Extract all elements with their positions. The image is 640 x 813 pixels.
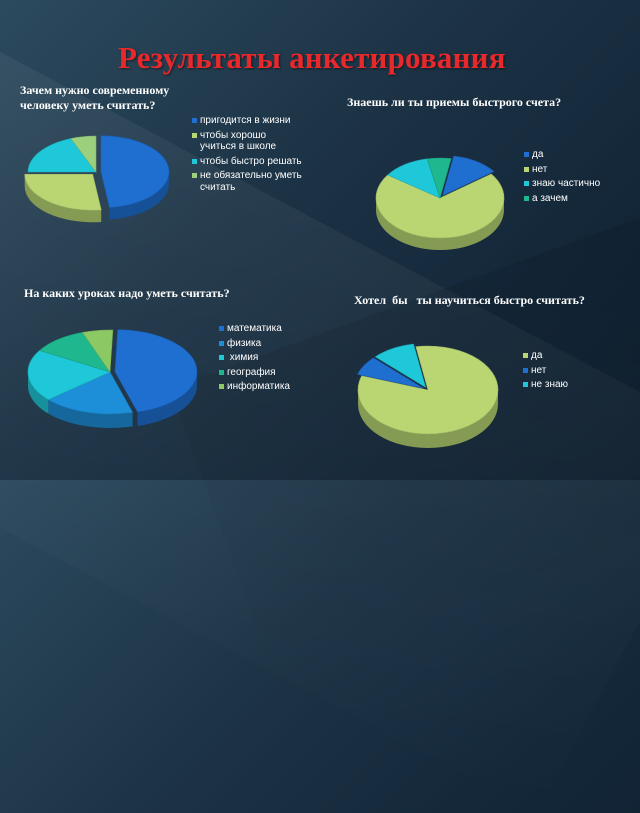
- pie-chart-1: [24, 135, 170, 223]
- legend-label: нет: [532, 163, 548, 175]
- legend-swatch: [523, 353, 528, 358]
- pie-slice-side: [48, 399, 133, 428]
- pie-slice-side: [24, 174, 102, 223]
- legend-label: география: [227, 366, 276, 378]
- legend-swatch: [219, 340, 224, 346]
- legend-swatch: [524, 152, 529, 157]
- chart-2-title: Знаешь ли ты приемы быстрого счета?: [347, 95, 562, 109]
- legend-label: чтобы хорошо учиться в школе: [200, 129, 277, 153]
- legend-item: физика: [219, 338, 329, 350]
- chart-3-title: На каких уроках надо уметь считать?: [24, 286, 230, 300]
- chart-1-legend: пригодится в жизни чтобы хорошо учиться в…: [192, 115, 302, 196]
- pie-slice-1: [442, 155, 495, 196]
- legend-label: химия: [227, 352, 259, 363]
- pie-chart-3: [27, 329, 198, 428]
- legend-item: да: [523, 350, 623, 362]
- pie-slice-5: [81, 329, 114, 373]
- legend-swatch: [192, 158, 197, 164]
- legend-item: математика: [219, 323, 329, 335]
- pie-slice-side: [358, 390, 498, 448]
- legend-item: информатика: [219, 381, 329, 393]
- pie-slice-2: [375, 173, 505, 239]
- legend-swatch: [219, 384, 224, 389]
- legend-label: не обязательно уметь считать: [200, 170, 305, 193]
- legend-swatch: [192, 173, 197, 178]
- legend-item: география: [219, 367, 329, 379]
- legend-swatch: [523, 367, 528, 373]
- legend-label: а зачем: [532, 192, 568, 204]
- legend-item: да: [524, 149, 634, 161]
- pie-slice-3: [27, 350, 111, 401]
- legend-label: да: [532, 149, 544, 160]
- legend-label: информатика: [227, 381, 290, 392]
- legend-swatch: [219, 355, 224, 360]
- legend-item: нет: [523, 365, 623, 377]
- pie-slice-2: [24, 173, 102, 211]
- legend-label: пригодится в жизни: [200, 115, 291, 126]
- legend-swatch: [219, 326, 224, 331]
- legend-swatch: [192, 132, 197, 138]
- chart-4-title: Хотел бы ты научиться быстро считать?: [354, 293, 585, 307]
- legend-swatch: [524, 166, 529, 172]
- charts-canvas: [24, 135, 505, 448]
- legend-item: нет: [524, 164, 634, 176]
- pie-slice-1: [357, 345, 499, 435]
- legend-item: чтобы быстро решать: [192, 156, 302, 168]
- legend-label: математика: [227, 323, 282, 334]
- pie-slice-1: [114, 329, 198, 413]
- legend-item: а зачем: [524, 193, 634, 205]
- legend-item: пригодится в жизни: [192, 115, 302, 127]
- pie-slice-2: [357, 357, 424, 389]
- pie-slice-side: [376, 198, 504, 250]
- chart-1-title: Зачем нужно современному человеку уметь …: [20, 83, 170, 112]
- legend-item: не знаю: [523, 379, 623, 391]
- legend-swatch: [523, 382, 528, 387]
- pie-slice-4: [70, 135, 97, 173]
- legend-label: физика: [227, 337, 262, 349]
- pie-slice-3: [27, 138, 97, 173]
- legend-swatch: [192, 118, 197, 123]
- chart-4-legend: да нет не знаю: [523, 350, 623, 394]
- legend-label: да: [531, 350, 543, 361]
- legend-item: химия: [219, 352, 329, 364]
- legend-swatch: [524, 181, 529, 186]
- chart-2-legend: да нет знаю частично а зачем: [524, 149, 634, 207]
- pie-slice-3: [374, 343, 427, 389]
- pie-slice-side: [137, 371, 197, 427]
- pie-slice-1: [100, 135, 170, 208]
- pie-slice-side: [28, 372, 49, 414]
- legend-label: не знаю: [531, 379, 569, 390]
- legend-swatch: [219, 369, 224, 375]
- pie-slice-2: [47, 371, 134, 415]
- legend-item: чтобы хорошо учиться в школе: [192, 130, 302, 153]
- legend-label: знаю частично: [532, 178, 601, 189]
- legend-item: не обязательно уметь считать: [192, 170, 302, 193]
- legend-label: чтобы быстро решать: [200, 155, 302, 167]
- pie-chart-2: [375, 155, 505, 250]
- legend-item: знаю частично: [524, 178, 634, 190]
- pie-chart-4: [357, 343, 499, 448]
- pie-slice-4: [426, 157, 452, 200]
- slide-title: Результаты анкетирования: [118, 40, 506, 75]
- legend-swatch: [524, 195, 529, 201]
- pie-slice-side: [109, 171, 169, 220]
- legend-label: нет: [531, 364, 547, 376]
- chart-3-legend: математика физика химия география информати…: [219, 323, 329, 396]
